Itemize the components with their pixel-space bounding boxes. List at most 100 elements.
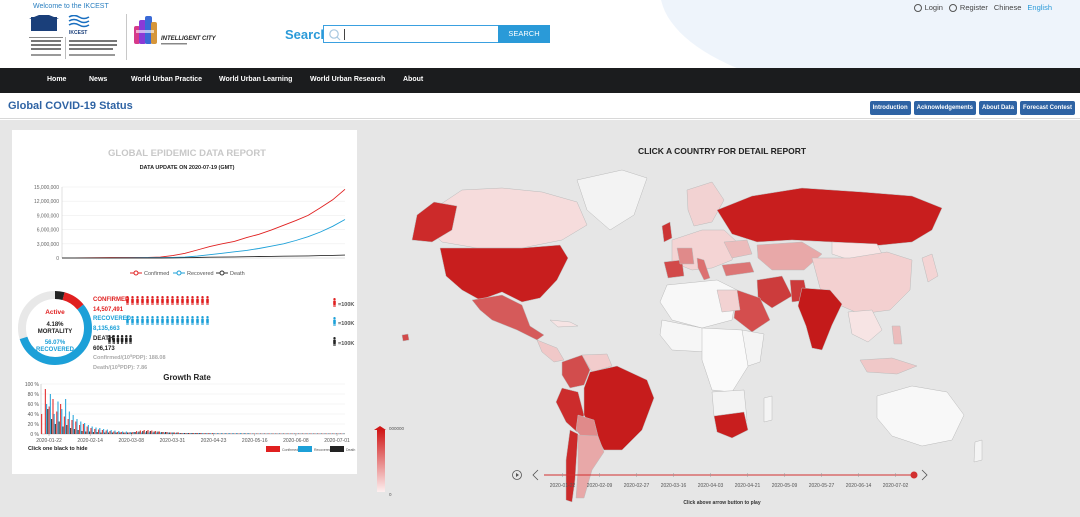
growth-bar-recovered [133, 432, 135, 434]
growth-y-tick: 40 % [28, 412, 40, 418]
search-button[interactable]: SEARCH [498, 25, 550, 43]
growth-x-tick: 2020-06-08 [283, 438, 309, 444]
search-icon [329, 29, 341, 41]
growth-bar-confirmed [139, 430, 141, 434]
growth-bar-death [134, 432, 136, 434]
title-divider [0, 118, 1080, 119]
growth-bar-death [221, 433, 224, 434]
growth-legend-death-label: Death [346, 448, 355, 452]
growth-bar-death [313, 433, 315, 434]
scale-handle-top-icon [374, 426, 386, 430]
unit-person-icon [333, 298, 336, 307]
register-link[interactable]: Register [948, 3, 988, 13]
growth-bar-death [328, 433, 330, 434]
growth-bar-recovered [323, 433, 325, 434]
legend-confirmed[interactable]: Confirmed [130, 270, 169, 277]
country-brazil [583, 365, 655, 451]
search-input[interactable] [323, 25, 499, 43]
growth-bar-death [145, 431, 148, 434]
main-nav: Home News World Urban Practice World Urb… [0, 68, 1080, 93]
nav-world-urban-learning[interactable]: World Urban Learning [219, 76, 293, 83]
country-spain [663, 259, 685, 279]
tab-about-data[interactable]: About Data [978, 101, 1017, 115]
growth-bar-recovered [216, 433, 219, 434]
stat-death-value: 606,173 [93, 346, 115, 352]
growth-bar-confirmed [177, 432, 179, 434]
growth-bar-confirmed [143, 430, 145, 434]
timeline-prev-icon[interactable] [532, 469, 539, 481]
growth-bar-death [138, 431, 140, 434]
growth-bar-confirmed [303, 433, 305, 434]
growth-legend-recovered[interactable]: Recovered [298, 446, 331, 452]
legend-death[interactable]: Death [216, 270, 245, 277]
growth-bar-recovered [209, 433, 211, 434]
nav-world-urban-practice[interactable]: World Urban Practice [131, 76, 203, 83]
lang-english-link[interactable]: English [1027, 3, 1052, 12]
legend-confirmed-label: Confirmed [144, 271, 169, 277]
growth-bar-confirmed [166, 432, 168, 434]
growth-bar-recovered [277, 433, 279, 434]
nav-home[interactable]: Home [47, 76, 67, 83]
lang-chinese-link[interactable]: Chinese [993, 3, 1022, 12]
nav-news[interactable]: News [89, 76, 108, 83]
tab-introduction[interactable]: Introduction [869, 101, 911, 115]
growth-bar-recovered [175, 433, 177, 434]
intelligent-city-logo[interactable]: INTELLIGENT CITY [130, 16, 230, 50]
line-chart-y-tick: 6,000,000 [37, 228, 59, 234]
growth-bar-death [202, 433, 205, 434]
growth-bar-death [267, 433, 269, 434]
login-link[interactable]: Login [913, 3, 943, 13]
person-icon-confirmed [156, 296, 159, 305]
country-southeast-asia [847, 309, 883, 343]
unit-label-confirmed: =100K [338, 302, 354, 308]
growth-bar-recovered [327, 433, 329, 434]
donut-mortality-label: MORTALITY [38, 329, 73, 335]
growth-bar-confirmed [291, 433, 293, 434]
country-hawaii [401, 333, 410, 342]
growth-bar-death [58, 421, 60, 434]
growth-bar-recovered [95, 427, 97, 434]
growth-bar-recovered [61, 409, 63, 434]
line-chart-y-tick: 0 [56, 256, 59, 262]
growth-legend: Confirmed Recovered Death [266, 446, 355, 452]
growth-bar-death [183, 433, 186, 434]
person-icon-death [108, 335, 111, 344]
growth-bar-recovered [254, 433, 257, 434]
growth-bar-death [301, 433, 303, 434]
country-france [676, 247, 695, 265]
growth-bar-death [259, 433, 262, 434]
person-icon-recovered [131, 316, 134, 325]
growth-bar-confirmed [41, 414, 43, 434]
growth-bar-death [69, 428, 72, 434]
growth-bar-death [149, 431, 151, 434]
growth-legend-death[interactable]: Death [330, 446, 355, 452]
growth-bar-confirmed [86, 426, 88, 434]
legend-recovered[interactable]: Recovered [173, 270, 214, 277]
nav-about[interactable]: About [403, 76, 424, 83]
world-map[interactable] [401, 169, 983, 503]
country-turkey [721, 261, 755, 277]
growth-legend-confirmed[interactable]: Confirmed [266, 446, 298, 452]
ikcest-logo-text: IKCEST [69, 30, 87, 36]
tab-forecast-contest[interactable]: Forecast Contest [1019, 101, 1075, 115]
growth-bar-confirmed [288, 433, 290, 434]
nav-world-urban-research[interactable]: World Urban Research [310, 76, 386, 83]
tab-acknowledgements[interactable]: Acknowledgements [913, 101, 976, 115]
donut-death-arc [18, 291, 92, 365]
timeline-play-button[interactable] [512, 470, 522, 480]
growth-bar-death [81, 431, 83, 434]
growth-x-tick: 2020-03-08 [118, 438, 144, 444]
timeline-next-icon[interactable] [921, 469, 928, 481]
growth-bar-recovered [102, 429, 105, 434]
growth-bar-recovered [156, 432, 158, 434]
country-ukraine [723, 239, 753, 259]
growth-bar-death [324, 433, 326, 434]
timeline-handle[interactable] [910, 471, 918, 479]
color-scale[interactable]: 000000 0 [374, 426, 405, 497]
unesco-ikcest-logo[interactable]: IKCEST [27, 15, 123, 63]
growth-bar-death [85, 431, 87, 434]
growth-bar-confirmed [128, 432, 130, 434]
person-icon-recovered [126, 316, 129, 325]
growth-bar-confirmed [234, 433, 236, 434]
timeline-date-label: 2020-07-02 [883, 483, 909, 489]
